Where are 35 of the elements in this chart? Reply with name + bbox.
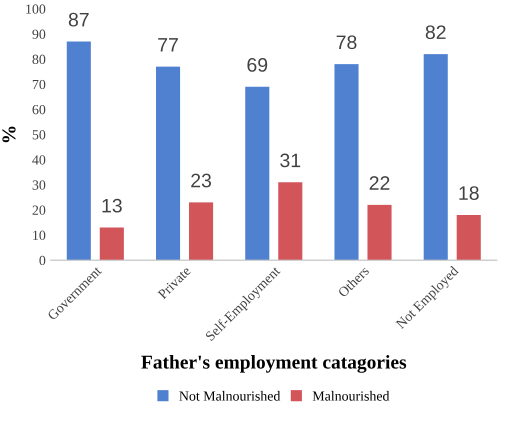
data-label: 87 (68, 12, 89, 27)
legend-label: Not Malnourished (179, 390, 280, 401)
data-label: 18 (459, 186, 479, 200)
y-tick-label: 100 (26, 4, 46, 14)
bar (367, 204, 392, 260)
data-label: 69 (247, 58, 268, 72)
y-tick-label: 0 (39, 256, 46, 266)
data-label: 31 (280, 154, 300, 168)
bar (278, 182, 302, 260)
data-label: 77 (158, 38, 178, 52)
data-label: 82 (426, 25, 446, 40)
y-tick-label: 50 (32, 130, 46, 140)
data-label: 23 (191, 174, 212, 188)
y-tick-label: 70 (32, 80, 46, 90)
y-tick-label: 40 (32, 155, 46, 165)
y-tick-label: 90 (32, 30, 46, 39)
bar (66, 42, 91, 260)
bar (456, 214, 481, 260)
legend-label: Malnourished (312, 390, 390, 401)
y-axis-title: % (2, 126, 16, 142)
bar (334, 64, 359, 260)
x-axis-title: Father's employment catagories (141, 355, 406, 373)
bar (156, 66, 180, 260)
data-label: 78 (336, 35, 356, 50)
data-label: 22 (370, 176, 390, 190)
y-tick-label: 30 (32, 180, 46, 190)
bar (189, 202, 214, 260)
bar (100, 228, 124, 260)
bar (245, 86, 270, 260)
y-tick-label: 10 (33, 230, 46, 240)
y-tick-label: 20 (32, 206, 46, 215)
y-tick-label: 80 (32, 54, 46, 64)
data-label: 13 (102, 198, 122, 213)
bar (424, 54, 448, 260)
y-tick-label: 60 (32, 104, 46, 114)
